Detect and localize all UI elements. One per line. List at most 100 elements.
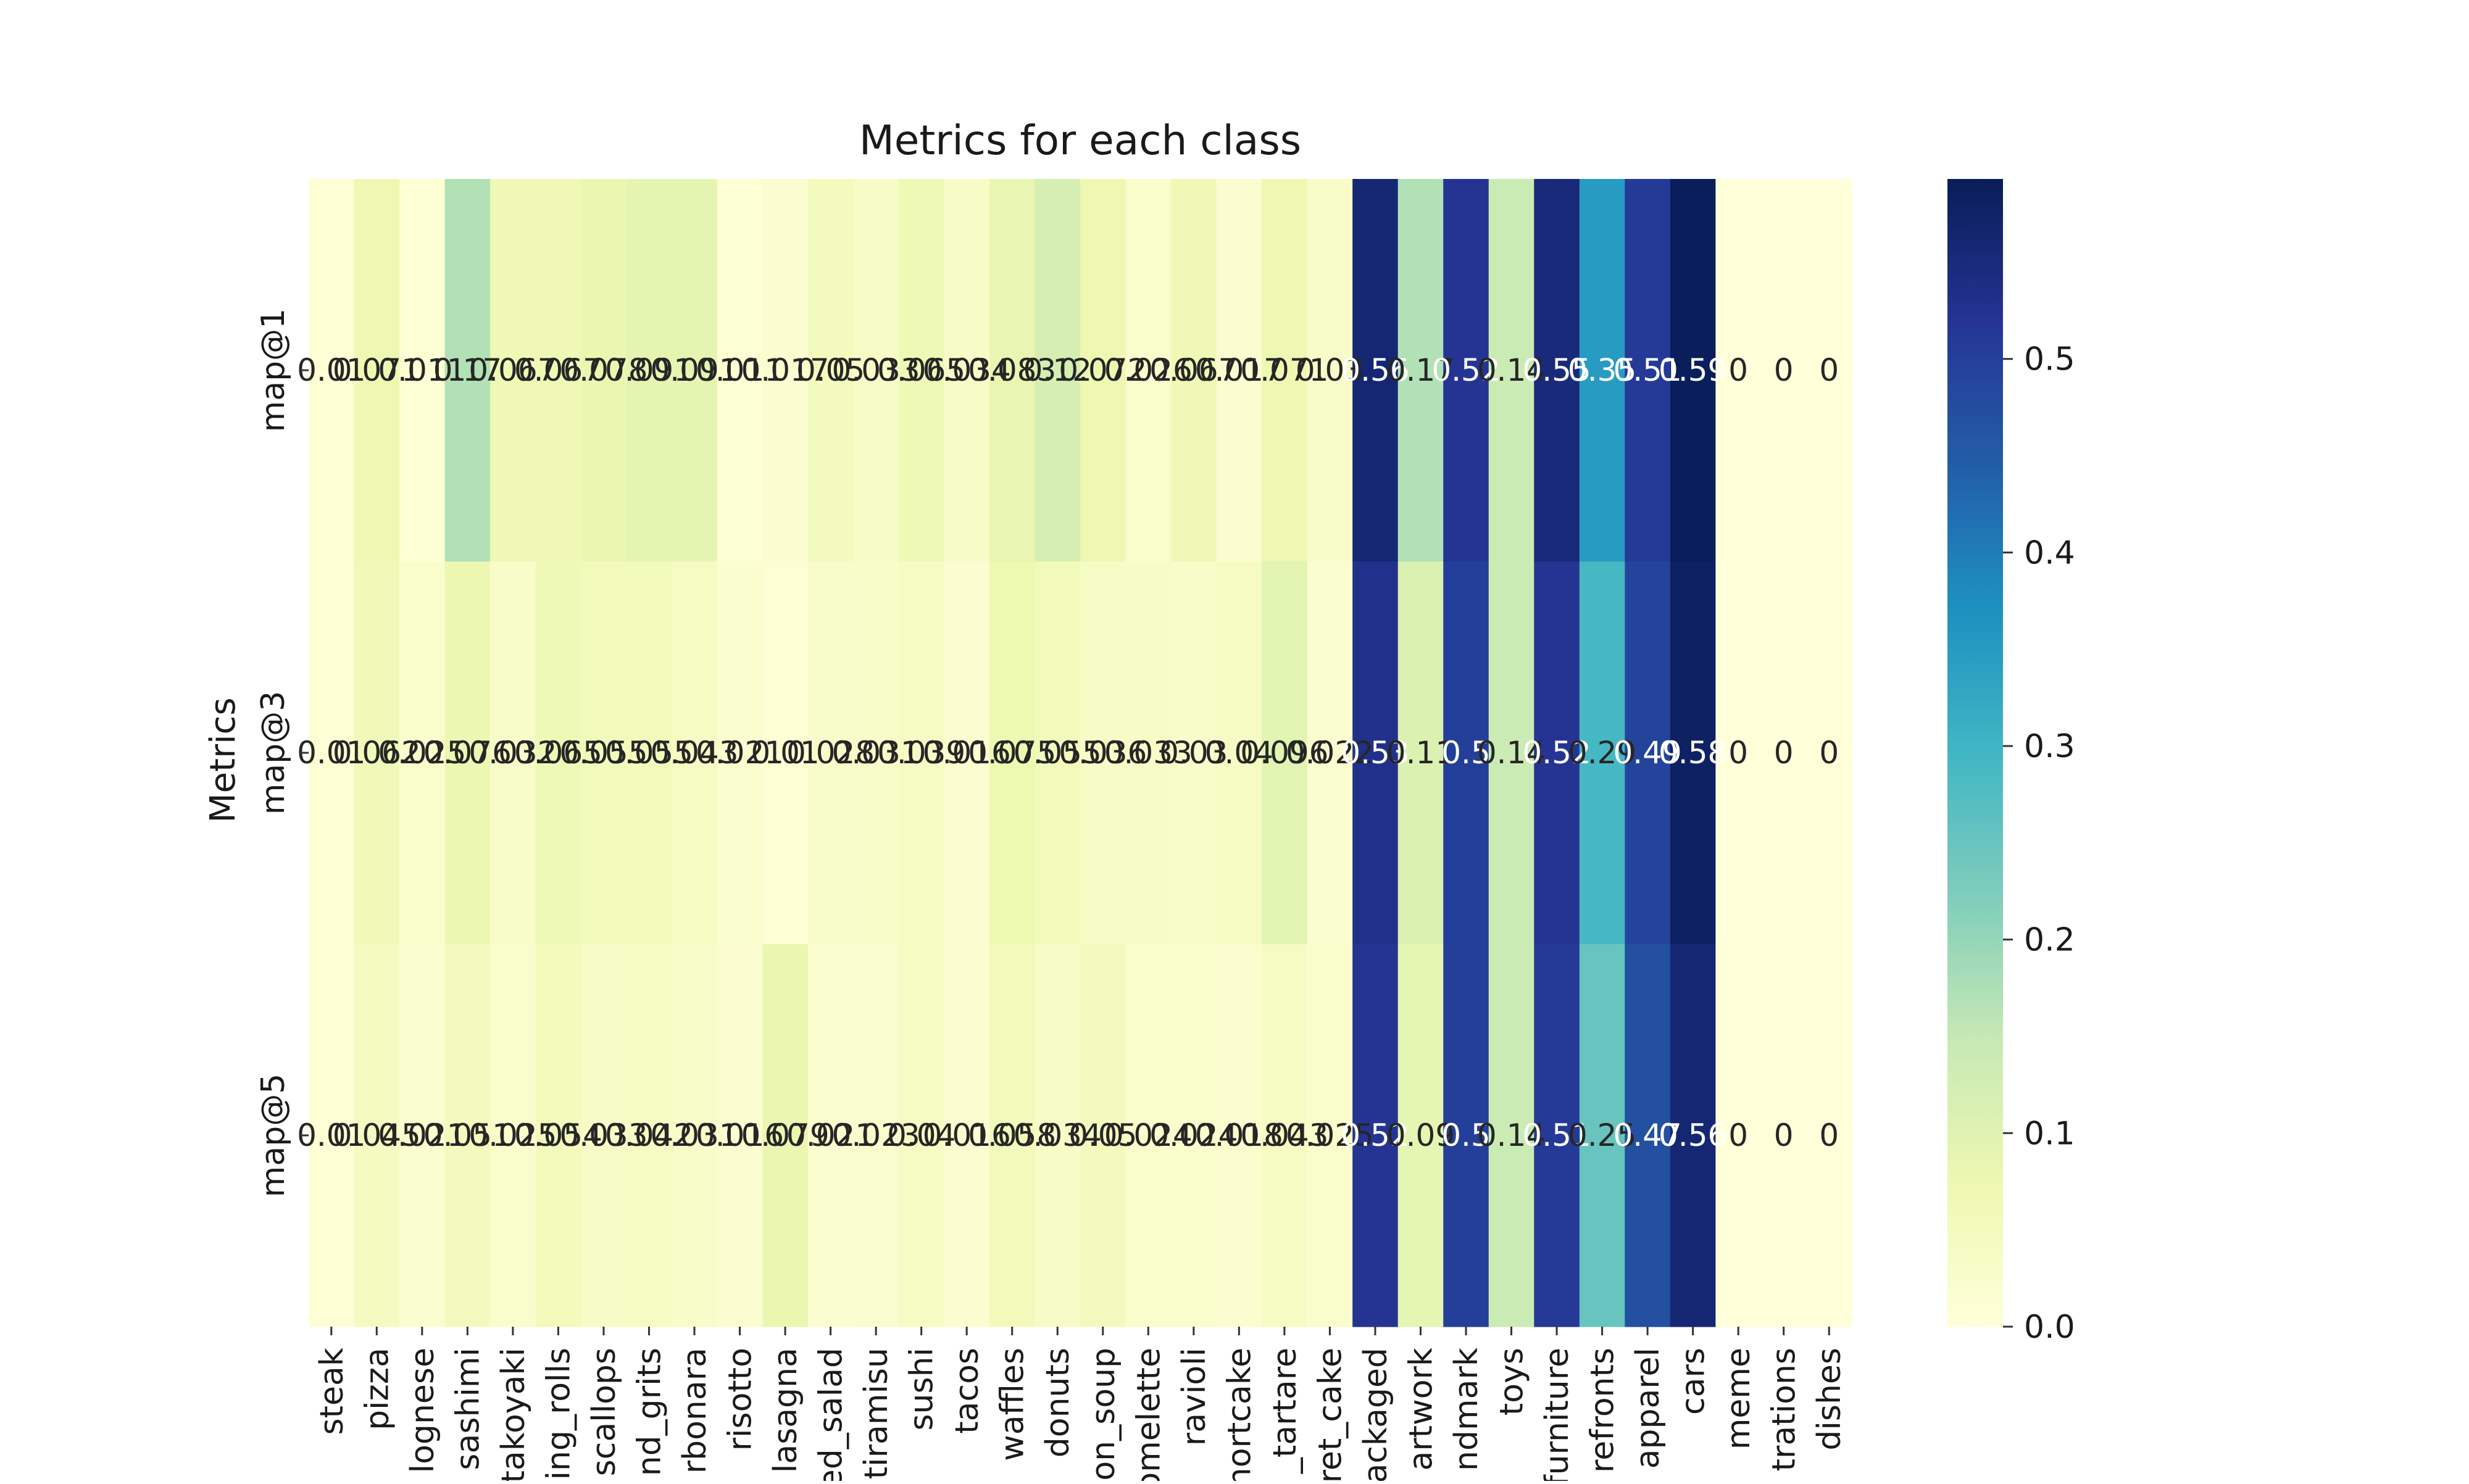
cell-value-label: 0.055 — [1014, 735, 1102, 771]
heatmap-cell — [1760, 179, 1807, 562]
column-tick-label: nd_grits — [631, 1348, 668, 1476]
heatmap-cell — [1307, 944, 1353, 1327]
colorbar-tick-label: 0.3 — [2024, 728, 2075, 765]
cell-value-label: 0.032 — [468, 735, 557, 771]
heatmap-cell — [1262, 562, 1308, 945]
cell-value-label: 0.51 — [1522, 1117, 1591, 1153]
cell-value-label: 0.079 — [741, 1117, 829, 1153]
heatmap-cell — [309, 562, 355, 945]
heatmap-cell — [1715, 562, 1762, 945]
cell-value-label: 0.043 — [1240, 1117, 1328, 1153]
heatmap-cell — [1352, 179, 1399, 562]
column-tick-label: sushi — [904, 1348, 941, 1431]
cell-value-label: 0 — [1728, 735, 1748, 771]
heatmap-cell — [490, 944, 536, 1327]
cell-value-label: 0.033 — [832, 352, 920, 388]
heatmap-cell — [399, 944, 446, 1327]
heatmap-cell — [1307, 562, 1353, 945]
cell-value-label: 0.075 — [968, 735, 1056, 771]
cell-value-label: 0.17 — [433, 352, 502, 388]
heatmap-cell — [535, 179, 581, 562]
heatmap-cell — [1488, 179, 1534, 562]
cell-value-label: 0.024 — [1149, 1117, 1238, 1153]
cell-value-label: 0.025 — [1286, 1117, 1374, 1153]
heatmap-cell — [853, 562, 899, 945]
heatmap-cell — [1443, 944, 1489, 1327]
heatmap-cell — [1443, 179, 1489, 562]
cell-value-label: 0.56 — [1659, 1117, 1727, 1153]
cell-value-label: 0 — [1728, 352, 1748, 388]
heatmap-cell — [1670, 562, 1717, 945]
heatmap-cell — [853, 179, 899, 562]
heatmap-cell — [1806, 179, 1852, 562]
cell-value-label: 0.071 — [1240, 352, 1328, 388]
cell-value-label: 0.14 — [1477, 735, 1546, 771]
heatmap-cell — [1670, 179, 1717, 562]
row-tick-label: map@1 — [255, 309, 292, 433]
cell-value-label: 0.034 — [923, 352, 1011, 388]
cell-value-label: 0.065 — [514, 735, 602, 771]
heatmap-cell — [1397, 179, 1444, 562]
cell-value-label: 0.017 — [1195, 352, 1283, 388]
cell-value-label: 0 — [1819, 1117, 1839, 1153]
column-tick-labels: steak pizza lognese sashimi takoyaki ing_roll… — [314, 1327, 1848, 1484]
cell-value-label: 0.025 — [378, 735, 466, 771]
column-tick-label: packaged — [1357, 1348, 1394, 1481]
column-tick-label: omelette — [1130, 1348, 1167, 1481]
heatmap-cell — [672, 179, 718, 562]
cell-value-label: 0.55 — [1522, 352, 1591, 388]
column-tick-label: ret_cake — [1312, 1348, 1349, 1481]
heatmap-cell — [1262, 944, 1308, 1327]
cell-value-label: 0.065 — [877, 352, 965, 388]
heatmap-cell — [444, 562, 491, 945]
cell-value-label: 0 — [1819, 352, 1839, 388]
heatmap-cell — [762, 179, 809, 562]
heatmap-cell — [853, 944, 899, 1327]
cell-value-label: 0.5 — [1441, 1117, 1491, 1153]
cell-value-label: 0.52 — [1431, 352, 1500, 388]
heatmap-cell — [807, 562, 854, 945]
heatmap-cell — [762, 944, 809, 1327]
cell-value-label: 0.51 — [1613, 352, 1681, 388]
heatmap-cell — [717, 944, 763, 1327]
cell-value-label: 0.091 — [650, 352, 738, 388]
cell-value-label: 0.03 — [1159, 735, 1228, 771]
heatmap-cell — [1443, 562, 1489, 945]
row-tick-label: map@3 — [255, 691, 292, 815]
cell-value-label: 0.021 — [786, 1117, 875, 1153]
cell-value-label: 0.043 — [650, 735, 738, 771]
column-tick-label: ed_salad — [813, 1348, 850, 1481]
cell-value-label: 0.034 — [1014, 1117, 1102, 1153]
colorbar — [1947, 179, 2003, 1327]
cell-value-label: 0.062 — [333, 735, 421, 771]
cell-value-label: 0.05 — [1068, 1117, 1137, 1153]
heatmap-cell — [1216, 179, 1262, 562]
column-tick-label: ndmark — [1448, 1348, 1485, 1471]
heatmap-cell — [944, 179, 990, 562]
cell-value-label: 0.021 — [696, 735, 784, 771]
cell-value-label: 0.021 — [378, 1117, 466, 1153]
cell-value-label: 0.03 — [1296, 352, 1364, 388]
cell-value-label: 0.045 — [333, 1117, 421, 1153]
cell-value-label: 0.5 — [1441, 735, 1491, 771]
heatmap-cell — [626, 562, 672, 945]
column-tick-label: steak — [314, 1348, 351, 1435]
heatmap-cell — [944, 944, 990, 1327]
cell-value-label: 0 — [1774, 352, 1794, 388]
column-tick-label: cars — [1675, 1348, 1712, 1415]
heatmap-cell — [944, 562, 990, 945]
colorbar-tick-label: 0.2 — [2024, 922, 2075, 959]
cell-value-label: 0.058 — [968, 1117, 1056, 1153]
cell-value-label: 0.072 — [1059, 352, 1147, 388]
column-tick-label: ravioli — [1176, 1348, 1213, 1446]
heatmap-cell — [535, 562, 581, 945]
heatmap-cell — [490, 562, 536, 945]
heatmap-cell — [989, 179, 1036, 562]
cell-value-label: 0.12 — [1023, 352, 1092, 388]
cell-value-label: 0.023 — [832, 1117, 920, 1153]
heatmap-cell — [1125, 179, 1172, 562]
heatmap-cell — [399, 179, 446, 562]
heatmap-cell — [717, 179, 763, 562]
heatmap-cell — [1397, 944, 1444, 1327]
